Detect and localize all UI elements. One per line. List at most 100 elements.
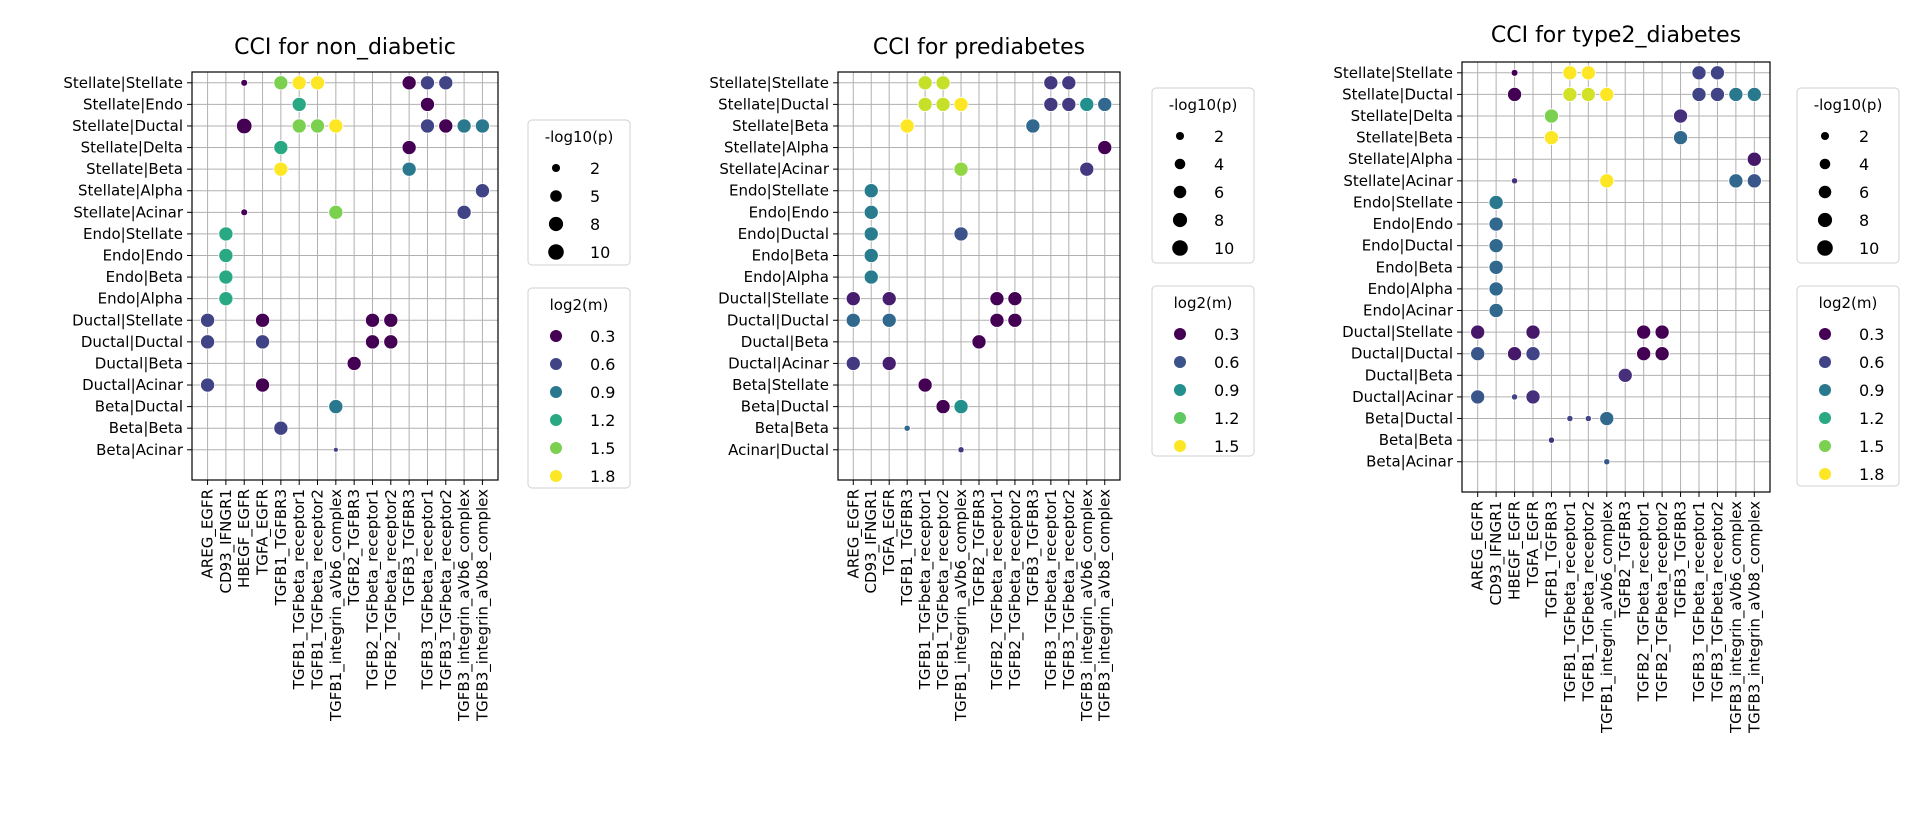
size-legend-box: [1151, 87, 1255, 264]
data-point: [917, 75, 933, 91]
data-point: [953, 226, 969, 242]
x-tick-label: TGFB1_TGFBR3: [272, 489, 291, 606]
data-point: [899, 118, 915, 134]
data-point: [1097, 140, 1113, 156]
size-legend-marker: [1174, 158, 1186, 170]
x-tick-label: TGFB2_TGFbeta_receptor2: [1653, 501, 1672, 702]
y-tick-label: Ductal|Beta: [1365, 366, 1453, 384]
x-tick-label: TGFB1_integrin_aVb6_complex: [1598, 501, 1617, 734]
color-legend-label: 1.2: [1214, 409, 1239, 428]
y-tick-label: Endo|Endo: [749, 203, 829, 221]
data-point: [255, 312, 271, 328]
color-legend-label: 0.6: [590, 355, 615, 374]
y-tick-label: Endo|Ductal: [738, 225, 829, 243]
x-tick-label: TGFB3_integrin_aVb6_complex: [1727, 501, 1746, 734]
x-tick-label: TGFB1_TGFbeta_receptor1: [1561, 501, 1580, 702]
y-tick-label: Endo|Ductal: [1362, 237, 1453, 255]
data-point: [1007, 291, 1023, 307]
x-tick-label: TGFB2_TGFBR3: [1616, 501, 1635, 618]
color-legend-label: 0.3: [1214, 325, 1239, 344]
data-point: [1654, 324, 1670, 340]
data-point: [1488, 259, 1504, 275]
y-tick-label: Endo|Beta: [106, 268, 183, 286]
color-legend-label: 1.2: [590, 411, 615, 430]
size-legend-marker: [1175, 131, 1185, 141]
data-point: [273, 140, 289, 156]
x-tick-label: TGFB3_integrin_aVb8_complex: [473, 489, 492, 722]
x-tick-label: TGFB1_TGFbeta_receptor1: [916, 489, 935, 690]
color-legend-marker: [550, 386, 562, 398]
y-tick-label: Endo|Stellate: [83, 225, 183, 243]
y-tick-label: Endo|Endo: [1373, 215, 1453, 233]
size-legend-marker: [1817, 212, 1833, 228]
x-tick-label: TGFB3_TGFBR3: [1024, 489, 1043, 606]
size-legend-label: 6: [1214, 183, 1224, 202]
x-tick-label: CD93_IFNGR1: [862, 489, 881, 593]
size-legend-marker: [1818, 185, 1832, 199]
chart-title: CCI for prediabetes: [873, 35, 1085, 60]
data-point: [1562, 65, 1578, 81]
size-legend-label: 8: [590, 215, 600, 234]
y-tick-label: Stellate|Delta: [81, 139, 183, 157]
data-point: [1511, 393, 1519, 401]
size-legend-marker: [1173, 185, 1187, 199]
data-point: [328, 204, 344, 220]
data-point: [1728, 86, 1744, 102]
data-point: [240, 208, 249, 217]
data-point: [1511, 177, 1519, 185]
data-point: [1488, 216, 1504, 232]
y-tick-label: Endo|Alpha: [744, 268, 829, 286]
y-tick-label: Endo|Stellate: [729, 182, 829, 200]
chart-panel-3: CCI for type2_diabetes Stellate|Stellate S…: [1333, 23, 1900, 734]
size-legend-marker: [1172, 240, 1188, 256]
y-tick-label: Ductal|Acinar: [82, 376, 184, 394]
data-point: [273, 161, 289, 177]
data-point: [200, 334, 216, 350]
data-point: [1673, 108, 1689, 124]
x-tick-label: TGFA_EGFR: [254, 489, 273, 576]
data-point: [1043, 75, 1059, 91]
y-tick-label: Ductal|Stellate: [1342, 323, 1453, 341]
data-point: [863, 269, 879, 285]
data-point: [881, 355, 897, 371]
x-tick-label: TGFB2_TGFBR3: [970, 489, 989, 606]
y-tick-label: Endo|Beta: [752, 246, 829, 264]
x-tick-label: TGFB1_TGFBR3: [898, 489, 917, 606]
y-tick-label: Beta|Ductal: [741, 398, 829, 416]
chart-panel-2: CCI for prediabetes Stellate|Stellate Stel…: [709, 35, 1255, 722]
size-legend-marker: [1172, 212, 1188, 228]
data-point: [863, 183, 879, 199]
data-point: [1746, 173, 1762, 189]
data-point: [419, 118, 435, 134]
data-point: [438, 118, 454, 134]
y-tick-label: Stellate|Beta: [86, 160, 183, 178]
color-legend-marker: [550, 470, 562, 482]
data-point: [1061, 75, 1077, 91]
data-point: [953, 399, 969, 415]
data-point: [401, 75, 417, 91]
color-legend-marker: [1174, 440, 1186, 452]
data-point: [310, 75, 325, 91]
y-tick-label: Beta|Stellate: [732, 376, 829, 394]
color-legend-label: 1.5: [1859, 437, 1884, 456]
data-point: [1061, 96, 1077, 112]
data-point: [1746, 86, 1762, 102]
y-tick-label: Ductal|Ductal: [1351, 345, 1453, 363]
chart-panel-1: CCI for non_diabetic Stellate|Stellate Ste…: [63, 35, 631, 722]
color-legend-marker: [1819, 356, 1831, 368]
data-point: [1599, 173, 1615, 189]
color-legend-marker: [1819, 440, 1831, 452]
x-tick-label: TGFB3_integrin_aVb8_complex: [1745, 501, 1764, 734]
color-legend-label: 0.9: [1214, 381, 1239, 400]
data-point: [863, 226, 879, 242]
data-point: [935, 96, 951, 112]
y-tick-label: Endo|Alpha: [98, 290, 183, 308]
size-legend-label: 10: [1214, 239, 1234, 258]
data-point: [328, 399, 344, 415]
x-tick-label: TGFB1_TGFbeta_receptor2: [1579, 501, 1598, 702]
x-tick-label: TGFB2_TGFBR3: [345, 489, 364, 606]
y-tick-label: Ductal|Beta: [741, 333, 829, 351]
x-tick-label: TGFB1_TGFbeta_receptor1: [290, 489, 309, 690]
data-point: [1507, 86, 1523, 102]
color-legend-label: 0.6: [1214, 353, 1239, 372]
